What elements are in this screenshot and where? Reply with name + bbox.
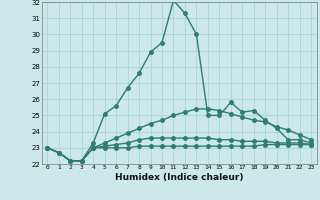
X-axis label: Humidex (Indice chaleur): Humidex (Indice chaleur) (115, 173, 244, 182)
